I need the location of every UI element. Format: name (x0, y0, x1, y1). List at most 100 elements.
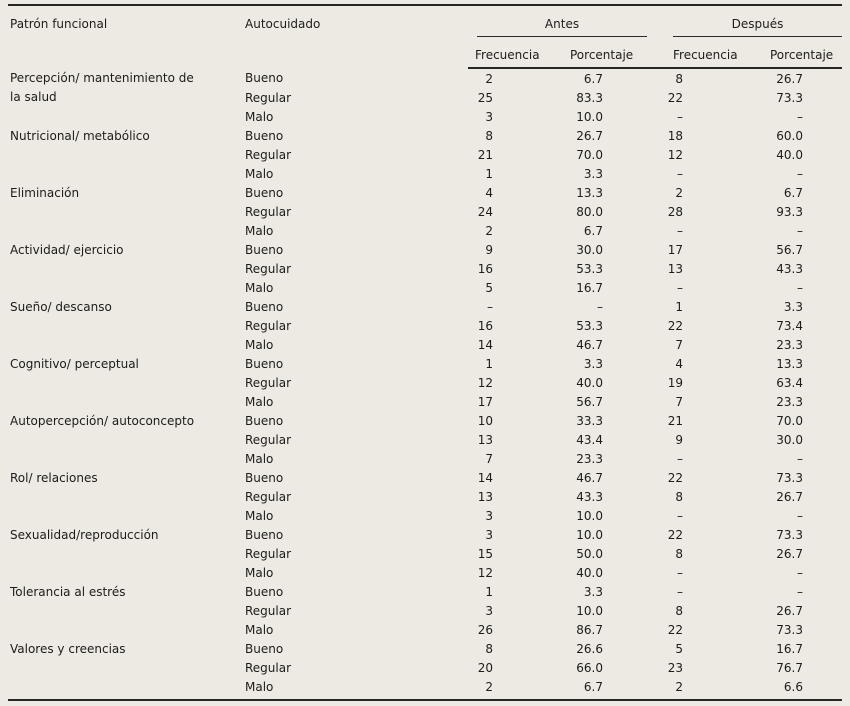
despues-porcentaje-cell-value: – (797, 110, 803, 124)
antes-porcentaje-cell-value: 6.7 (583, 72, 603, 86)
table-body: Percepción/ mantenimiento de la salud Bue… (8, 68, 842, 700)
antes-porcentaje-cell-value: 6.7 (583, 680, 603, 694)
despues-porcentaje-cell: 60.0 (748, 127, 842, 146)
despues-frecuencia-cell-value: – (677, 566, 683, 580)
despues-frecuencia-cell-value: 22 (667, 528, 683, 542)
antes-porcentaje-cell-value: 10.0 (576, 509, 603, 523)
despues-porcentaje-cell-value: 40.0 (776, 148, 803, 162)
despues-porcentaje-cell: 76.7 (748, 659, 842, 678)
despues-frecuencia-cell: 8 (650, 545, 748, 564)
despues-porcentaje-cell: – (748, 279, 842, 298)
despues-porcentaje-cell-value: 23.3 (776, 338, 803, 352)
antes-frecuencia-cell: 15 (468, 545, 558, 564)
despues-porcentaje-cell-value: – (797, 281, 803, 295)
despues-frecuencia-cell-value: – (677, 110, 683, 124)
pattern-name-cell: Autopercepción/ autoconcepto (10, 414, 195, 428)
despues-frecuencia-cell-value: – (677, 224, 683, 238)
despues-frecuencia-cell: 12 (650, 146, 748, 165)
functional-patterns-table: Patrón funcional Autocuidado Antes Despu… (8, 4, 843, 701)
despues-frecuencia-cell: – (650, 583, 748, 602)
table-row: Regular 25 83.3 22 73.3 (8, 89, 842, 108)
antes-frecuencia-cell: 8 (468, 127, 558, 146)
despues-frecuencia-cell-value: 7 (675, 395, 683, 409)
autocuidado-level-cell: Regular (245, 262, 292, 276)
antes-porcentaje-cell: 83.3 (558, 89, 650, 108)
despues-frecuencia-cell-value: 2 (675, 186, 683, 200)
despues-porcentaje-cell-value: – (797, 452, 803, 466)
antes-porcentaje-cell: – (558, 298, 650, 317)
antes-frecuencia-cell-value: 3 (485, 509, 493, 523)
despues-frecuencia-cell: – (650, 564, 748, 583)
autocuidado-level-cell: Malo (245, 509, 274, 523)
despues-porcentaje-cell: 73.3 (748, 526, 842, 545)
column-group-antes-label: Antes (477, 16, 647, 37)
table-row: Malo 7 23.3 – – (8, 450, 842, 469)
despues-porcentaje-cell: 30.0 (748, 431, 842, 450)
antes-frecuencia-cell: 3 (468, 507, 558, 526)
despues-frecuencia-cell-value: 7 (675, 338, 683, 352)
antes-frecuencia-cell-value: 5 (485, 281, 493, 295)
antes-porcentaje-cell-value: 23.3 (576, 452, 603, 466)
antes-porcentaje-cell-value: 33.3 (576, 414, 603, 428)
despues-porcentaje-cell: 26.7 (748, 488, 842, 507)
antes-frecuencia-cell: 3 (468, 602, 558, 621)
antes-porcentaje-cell-value: – (597, 300, 603, 314)
despues-porcentaje-cell-value: – (797, 167, 803, 181)
despues-frecuencia-cell-value: 13 (667, 262, 683, 276)
despues-porcentaje-cell: 93.3 (748, 203, 842, 222)
antes-frecuencia-cell: 1 (468, 355, 558, 374)
table-row: Autopercepción/ autoconcepto Bueno 10 33.3 2… (8, 412, 842, 431)
despues-porcentaje-cell-value: 60.0 (776, 129, 803, 143)
table-row: Regular 13 43.3 8 26.7 (8, 488, 842, 507)
autocuidado-level-cell: Malo (245, 224, 274, 238)
table-row: Percepción/ mantenimiento de la salud Bue… (8, 68, 842, 104)
despues-frecuencia-cell-value: 23 (667, 661, 683, 675)
despues-porcentaje-cell-value: 30.0 (776, 433, 803, 447)
antes-frecuencia-cell-value: 1 (485, 585, 493, 599)
despues-porcentaje-cell: 23.3 (748, 336, 842, 355)
despues-porcentaje-cell: 73.3 (748, 621, 842, 640)
despues-frecuencia-cell-value: 4 (675, 357, 683, 371)
paper-table-page: Patrón funcional Autocuidado Antes Despu… (0, 4, 850, 706)
pattern-name-cell: Sueño/ descanso (10, 300, 112, 314)
table-header: Patrón funcional Autocuidado Antes Despu… (8, 5, 843, 69)
despues-porcentaje-cell: 26.7 (748, 602, 842, 621)
column-header-antes-porcentaje: Porcentaje (558, 37, 650, 69)
antes-frecuencia-cell-value: 16 (477, 319, 493, 333)
antes-porcentaje-cell: 3.3 (558, 583, 650, 602)
column-header-despues-frecuencia: Frecuencia (650, 37, 748, 69)
antes-frecuencia-cell: 5 (468, 279, 558, 298)
antes-frecuencia-cell: 17 (468, 393, 558, 412)
column-header-autocuidado: Autocuidado (245, 17, 321, 31)
antes-porcentaje-cell-value: 13.3 (576, 186, 603, 200)
autocuidado-level-cell: Bueno (245, 357, 284, 371)
antes-frecuencia-cell-value: 1 (485, 167, 493, 181)
antes-frecuencia-cell: 4 (468, 184, 558, 203)
antes-porcentaje-cell: 6.7 (558, 678, 650, 700)
despues-porcentaje-cell-value: 73.3 (776, 623, 803, 637)
antes-porcentaje-cell-value: 70.0 (576, 148, 603, 162)
despues-frecuencia-cell: 13 (650, 260, 748, 279)
antes-frecuencia-cell-value: 8 (485, 642, 493, 656)
antes-porcentaje-cell: 43.3 (558, 488, 650, 507)
table-row: Regular 20 66.0 23 76.7 (8, 659, 842, 678)
autocuidado-level-cell: Malo (245, 395, 274, 409)
despues-frecuencia-cell: 22 (650, 469, 748, 488)
despues-porcentaje-cell: 6.6 (748, 678, 842, 700)
antes-frecuencia-cell: – (468, 298, 558, 317)
antes-frecuencia-cell-value: 15 (477, 547, 493, 561)
autocuidado-level-cell: Regular (245, 490, 292, 504)
despues-porcentaje-cell-value: 16.7 (776, 642, 803, 656)
antes-porcentaje-cell-value: 46.7 (576, 471, 603, 485)
table-row: Regular 16 53.3 22 73.4 (8, 317, 842, 336)
despues-porcentaje-cell-value: 13.3 (776, 357, 803, 371)
despues-porcentaje-cell: 26.7 (748, 68, 842, 89)
despues-porcentaje-cell: – (748, 507, 842, 526)
antes-frecuencia-cell: 2 (468, 222, 558, 241)
despues-frecuencia-cell: 28 (650, 203, 748, 222)
despues-frecuencia-cell: 19 (650, 374, 748, 393)
table-row: Malo 26 86.7 22 73.3 (8, 621, 842, 640)
antes-porcentaje-cell: 53.3 (558, 317, 650, 336)
despues-frecuencia-cell-value: – (677, 167, 683, 181)
antes-porcentaje-cell: 13.3 (558, 184, 650, 203)
